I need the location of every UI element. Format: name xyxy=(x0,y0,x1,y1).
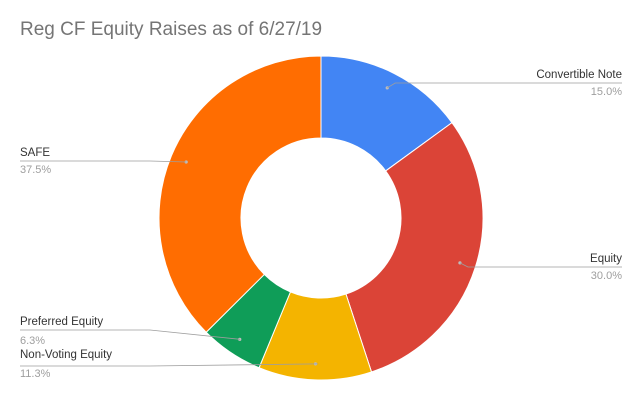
percent-convertible-note: 15.0% xyxy=(591,86,622,98)
percent-preferred-equity: 6.3% xyxy=(20,335,45,347)
percent-safe: 37.5% xyxy=(20,164,51,176)
percent-equity: 30.0% xyxy=(591,270,622,282)
label-preferred-equity: Preferred Equity xyxy=(20,316,103,328)
label-convertible-note: Convertible Note xyxy=(536,69,622,81)
chart-title: Reg CF Equity Raises as of 6/27/19 xyxy=(20,19,323,40)
leader-line-safe xyxy=(20,160,187,163)
leader-line-convertible-note xyxy=(387,82,622,89)
label-equity: Equity xyxy=(590,253,622,265)
leader-line-non-voting-equity xyxy=(20,363,319,367)
percent-non-voting-equity: 11.3% xyxy=(20,368,51,380)
slices-group xyxy=(158,55,484,381)
leader-line-preferred-equity xyxy=(20,329,241,340)
leader-line-equity xyxy=(459,262,622,268)
slice-safe[interactable] xyxy=(158,55,322,333)
labels-group: Convertible Note 15.0% Equity 30.0% Non-Voti… xyxy=(20,69,622,380)
slice-equity[interactable] xyxy=(345,121,484,373)
label-safe: SAFE xyxy=(20,147,50,159)
label-non-voting-equity: Non-Voting Equity xyxy=(20,349,112,361)
